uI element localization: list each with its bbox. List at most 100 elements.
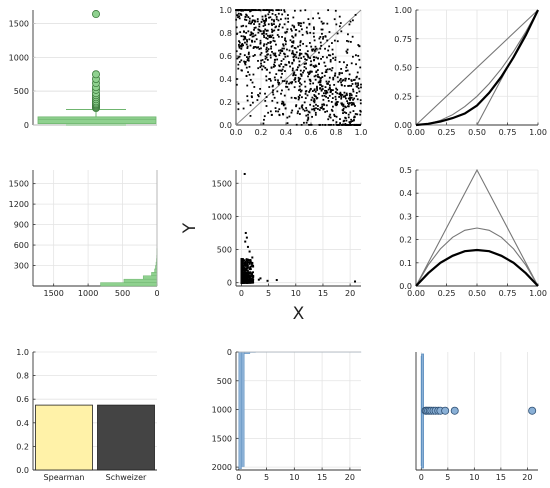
scatter-point xyxy=(294,78,297,80)
scatter-point xyxy=(261,32,264,35)
scatter-point xyxy=(252,279,255,281)
scatter-point xyxy=(355,95,358,97)
scatter-point xyxy=(281,36,283,38)
x-tick-label: 15 xyxy=(496,473,506,482)
scatter-point xyxy=(260,64,263,67)
scatter-point xyxy=(265,50,268,53)
scatter-point xyxy=(257,9,259,12)
scatter-point xyxy=(251,39,253,42)
scatter-point xyxy=(329,68,331,71)
scatter-point xyxy=(247,269,249,272)
scatter-point xyxy=(272,52,275,55)
scatter-point xyxy=(262,20,265,22)
scatter-point xyxy=(334,91,337,93)
scatter-point xyxy=(334,59,337,61)
scatter-point xyxy=(287,88,290,91)
scatter-point xyxy=(319,87,321,90)
scatter-point xyxy=(244,18,246,21)
scatter-point xyxy=(246,272,249,274)
scatter-point xyxy=(286,55,289,58)
scatter-point xyxy=(294,77,297,79)
scatter-point xyxy=(275,73,278,75)
scatter-point xyxy=(322,22,325,25)
scatter-point xyxy=(326,68,329,71)
scatter-point xyxy=(251,35,254,38)
scatter-point xyxy=(320,57,322,60)
scatter-point xyxy=(283,47,285,50)
scatter-point xyxy=(235,50,238,53)
scatter-point xyxy=(272,89,275,92)
scatter-point xyxy=(359,99,362,102)
scatter-point xyxy=(245,274,248,277)
scatter-point xyxy=(331,97,334,99)
x-boxplot-panel: 0 5 10 15 20 xyxy=(415,352,538,482)
scatter-point xyxy=(312,32,315,35)
scatter-point xyxy=(286,122,289,125)
scatter-point xyxy=(236,9,239,12)
scatter-point xyxy=(248,38,251,41)
scatter-point xyxy=(352,90,355,93)
scatter-point xyxy=(251,15,254,17)
x-tick-label: 0.4 xyxy=(280,128,293,137)
scatter-point xyxy=(330,123,333,126)
scatter-point xyxy=(250,31,253,34)
y-tick-label: 0.8 xyxy=(16,372,29,381)
scatter-point xyxy=(240,35,243,38)
scatter-point xyxy=(284,39,286,42)
scatter-point xyxy=(245,75,248,78)
scatter-point xyxy=(275,279,278,282)
scatter-point xyxy=(331,48,334,51)
scatter-point xyxy=(334,56,337,59)
scatter-point xyxy=(242,107,245,110)
scatter-point xyxy=(329,87,331,90)
x-tick-label: 15 xyxy=(317,473,327,482)
scatter-point xyxy=(314,95,316,98)
scatter-point xyxy=(295,104,298,106)
scatter-point xyxy=(257,31,260,34)
scatter-point xyxy=(297,110,299,113)
y-tick-label: 0.3 xyxy=(399,212,412,221)
scatter-point xyxy=(277,12,280,15)
scatter-point xyxy=(242,35,245,38)
scatter-point xyxy=(296,66,299,69)
histogram-bar xyxy=(100,282,158,287)
scatter-point xyxy=(242,265,245,268)
y-tick-label: 0.5 xyxy=(399,166,412,175)
histogram-bar xyxy=(123,278,158,283)
scatter-point xyxy=(293,9,296,12)
scatter-point xyxy=(353,97,356,100)
scatter-point xyxy=(244,231,247,234)
scatter-point xyxy=(244,63,247,66)
scatter-point xyxy=(352,19,354,22)
scatter-point xyxy=(278,54,281,57)
scatter-point xyxy=(317,73,319,76)
scatter-point xyxy=(313,75,316,78)
scatter-point xyxy=(349,121,352,123)
scatter-point xyxy=(293,71,296,74)
scatter-point xyxy=(283,23,286,26)
scatter-point xyxy=(278,114,281,117)
scatter-point xyxy=(313,99,316,102)
scatter-point xyxy=(277,81,279,84)
scatter-point xyxy=(257,278,260,281)
scatter-point xyxy=(249,104,252,107)
y-tick-label: 1500 xyxy=(212,434,232,443)
scatter-point xyxy=(335,115,338,118)
scatter-point xyxy=(274,14,277,16)
scatter-point xyxy=(349,40,352,43)
scatter-point xyxy=(332,119,335,122)
y-tick-label: 1.0 xyxy=(16,348,29,357)
scatter-point xyxy=(336,103,339,106)
scatter-point xyxy=(310,99,313,101)
scatter-point xyxy=(281,89,283,92)
y-tick-label: 1500 xyxy=(212,179,232,188)
category-label: Spearman xyxy=(44,473,85,482)
scatter-point xyxy=(281,72,283,75)
scatter-point xyxy=(274,64,276,67)
scatter-point xyxy=(263,34,265,37)
scatter-point xyxy=(245,19,248,21)
scatter-point xyxy=(298,54,301,57)
y-tick-label: 0 xyxy=(227,348,232,357)
scatter-point xyxy=(238,40,240,43)
scatter-point xyxy=(244,62,246,65)
